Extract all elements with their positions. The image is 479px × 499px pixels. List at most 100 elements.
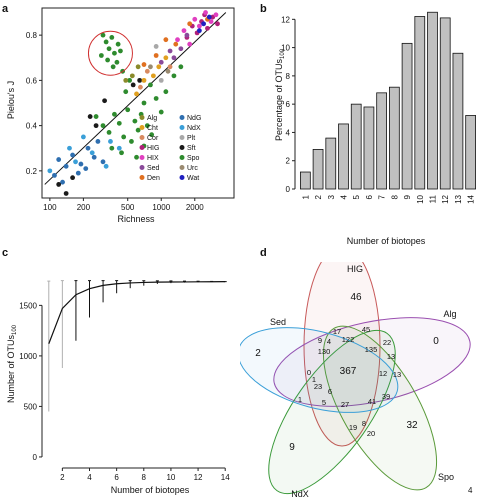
scatter-point-urc xyxy=(148,64,153,70)
venn-intersection-count: 130 xyxy=(318,347,331,356)
bar-biotopes-12 xyxy=(439,17,451,190)
scatter-point-alg xyxy=(129,73,135,79)
scatter-point-spo xyxy=(135,127,141,133)
bar-biotopes-14 xyxy=(465,115,477,190)
line-y-tick-label: 1000 xyxy=(19,352,37,361)
scatter-point-hix xyxy=(181,28,187,34)
bar-y-tick-label: 0 xyxy=(286,185,291,194)
legend-swatch-ndx xyxy=(179,125,185,130)
venn-set-sed xyxy=(240,327,399,413)
scatter-point-spo xyxy=(171,73,177,79)
scatter-x-tick-label: 2000 xyxy=(186,203,204,212)
bar-biotopes-3 xyxy=(325,137,337,190)
legend-swatch-cor xyxy=(139,135,145,140)
scatter-point-spo xyxy=(105,57,111,63)
scatter-point-den xyxy=(187,21,193,27)
scatter-point-ndg xyxy=(85,145,91,151)
panel-label-c: c xyxy=(2,247,8,259)
scatter-point-spo xyxy=(127,77,133,83)
legend-swatch-hix xyxy=(139,155,145,160)
line-x-tick-label: 6 xyxy=(114,473,119,482)
scatter-point-hix xyxy=(187,41,193,47)
venn-label-alg: Alg xyxy=(443,309,456,319)
scatter-point-spo xyxy=(115,41,121,47)
venn-set-alg xyxy=(273,317,471,407)
scatter-point-sft xyxy=(87,114,93,119)
venn-intersection-count: 39 xyxy=(382,392,390,401)
venn-intersection-count: 0 xyxy=(307,368,311,377)
scatter-point-ndg xyxy=(100,159,106,165)
scatter-point-spo xyxy=(100,32,106,38)
scatter-point-ndx xyxy=(47,168,53,174)
bar-x-tick-label: 13 xyxy=(454,194,463,203)
scatter-ylabel: Pielou's J xyxy=(6,81,16,119)
scatter-point-ndg xyxy=(63,163,69,169)
scatter-point-ndx xyxy=(67,145,72,151)
legend-label-plt: Plt xyxy=(187,135,195,142)
scatter-y-tick-label: 0.2 xyxy=(26,167,38,176)
scatter-point-sed xyxy=(158,59,164,65)
venn-intersection-count: 9 xyxy=(318,336,322,345)
bar-biotopes-8 xyxy=(388,86,400,190)
legend-swatch-hig xyxy=(139,145,145,150)
scatter-point-spo xyxy=(121,134,127,140)
scatter-point-spo xyxy=(158,109,164,115)
bar-x-tick-label: 1 xyxy=(301,194,310,199)
line-y-tick-label: 500 xyxy=(24,402,38,411)
venn-diagram-d: HIG Alg Spo NdX Sed 46 0 32 9 2 17 451229… xyxy=(240,262,471,499)
bar-y-tick-label: 2 xyxy=(286,157,291,166)
scatter-point-hig xyxy=(205,25,210,31)
venn-unique-alg: 0 xyxy=(433,336,439,347)
scatter-point-ndg xyxy=(78,161,84,167)
scatter-point-spo xyxy=(132,118,138,124)
scatter-point-cor xyxy=(144,68,150,74)
legend-label-wat: Wat xyxy=(187,175,199,182)
legend-label-sft: Sft xyxy=(187,145,196,152)
scatter-point-spo xyxy=(112,50,117,56)
scatter-point-spo xyxy=(112,111,117,117)
scatter-point-spo xyxy=(109,35,115,40)
bar-biotopes-4 xyxy=(338,123,349,190)
legend-label-urc: Urc xyxy=(187,165,198,172)
legend-swatch-spo xyxy=(179,155,185,160)
scatter-trend-line xyxy=(44,12,227,185)
scatter-point-spo xyxy=(114,59,120,65)
bar-x-tick-label: 7 xyxy=(378,194,387,199)
venn-set-ndx xyxy=(268,329,396,495)
scatter-y-tick-label: 0.4 xyxy=(26,122,38,131)
venn-unique-sed: 2 xyxy=(255,348,261,359)
venn-label-sed: Sed xyxy=(270,317,286,327)
scatter-y-tick-label: 0.6 xyxy=(26,76,38,85)
accumulation-curve xyxy=(48,281,226,344)
scatter-point-spo xyxy=(153,96,159,101)
legend-label-ndg: NdG xyxy=(187,115,201,122)
scatter-x-tick-label: 200 xyxy=(77,203,91,212)
bar-biotopes-2 xyxy=(312,149,324,190)
legend-label-spo: Spo xyxy=(187,155,200,162)
panel-label-a: a xyxy=(2,3,9,15)
scatter-point-plt xyxy=(153,44,159,49)
venn-label-hig: HIG xyxy=(347,264,363,274)
scatter-point-cht xyxy=(141,77,147,83)
venn-label-spo: Spo xyxy=(438,472,454,482)
legend-label-hig: HIG xyxy=(147,145,159,152)
scatter-x-tick-label: 1000 xyxy=(152,203,170,212)
panel-label-d: d xyxy=(260,247,267,259)
scatter-point-spo xyxy=(149,132,155,138)
line-x-tick-label: 4 xyxy=(87,473,92,482)
venn-intersection-count: 27 xyxy=(341,400,349,409)
legend-swatch-ndg xyxy=(179,115,185,120)
legend-swatch-sft xyxy=(179,145,185,150)
bar-x-tick-label: 5 xyxy=(352,194,361,199)
venn-intersection-count: 22 xyxy=(383,338,391,347)
line-x-tick-label: 10 xyxy=(166,473,175,482)
scatter-point-spo xyxy=(106,130,112,135)
scatter-point-spo xyxy=(106,46,112,52)
bar-x-tick-label: 11 xyxy=(429,194,438,203)
scatter-xlabel: Richness xyxy=(117,214,155,224)
scatter-point-sft xyxy=(93,123,99,129)
line-y-tick-label: 1500 xyxy=(19,301,37,310)
line-x-tick-label: 8 xyxy=(142,473,147,482)
scatter-point-alg xyxy=(135,64,141,70)
